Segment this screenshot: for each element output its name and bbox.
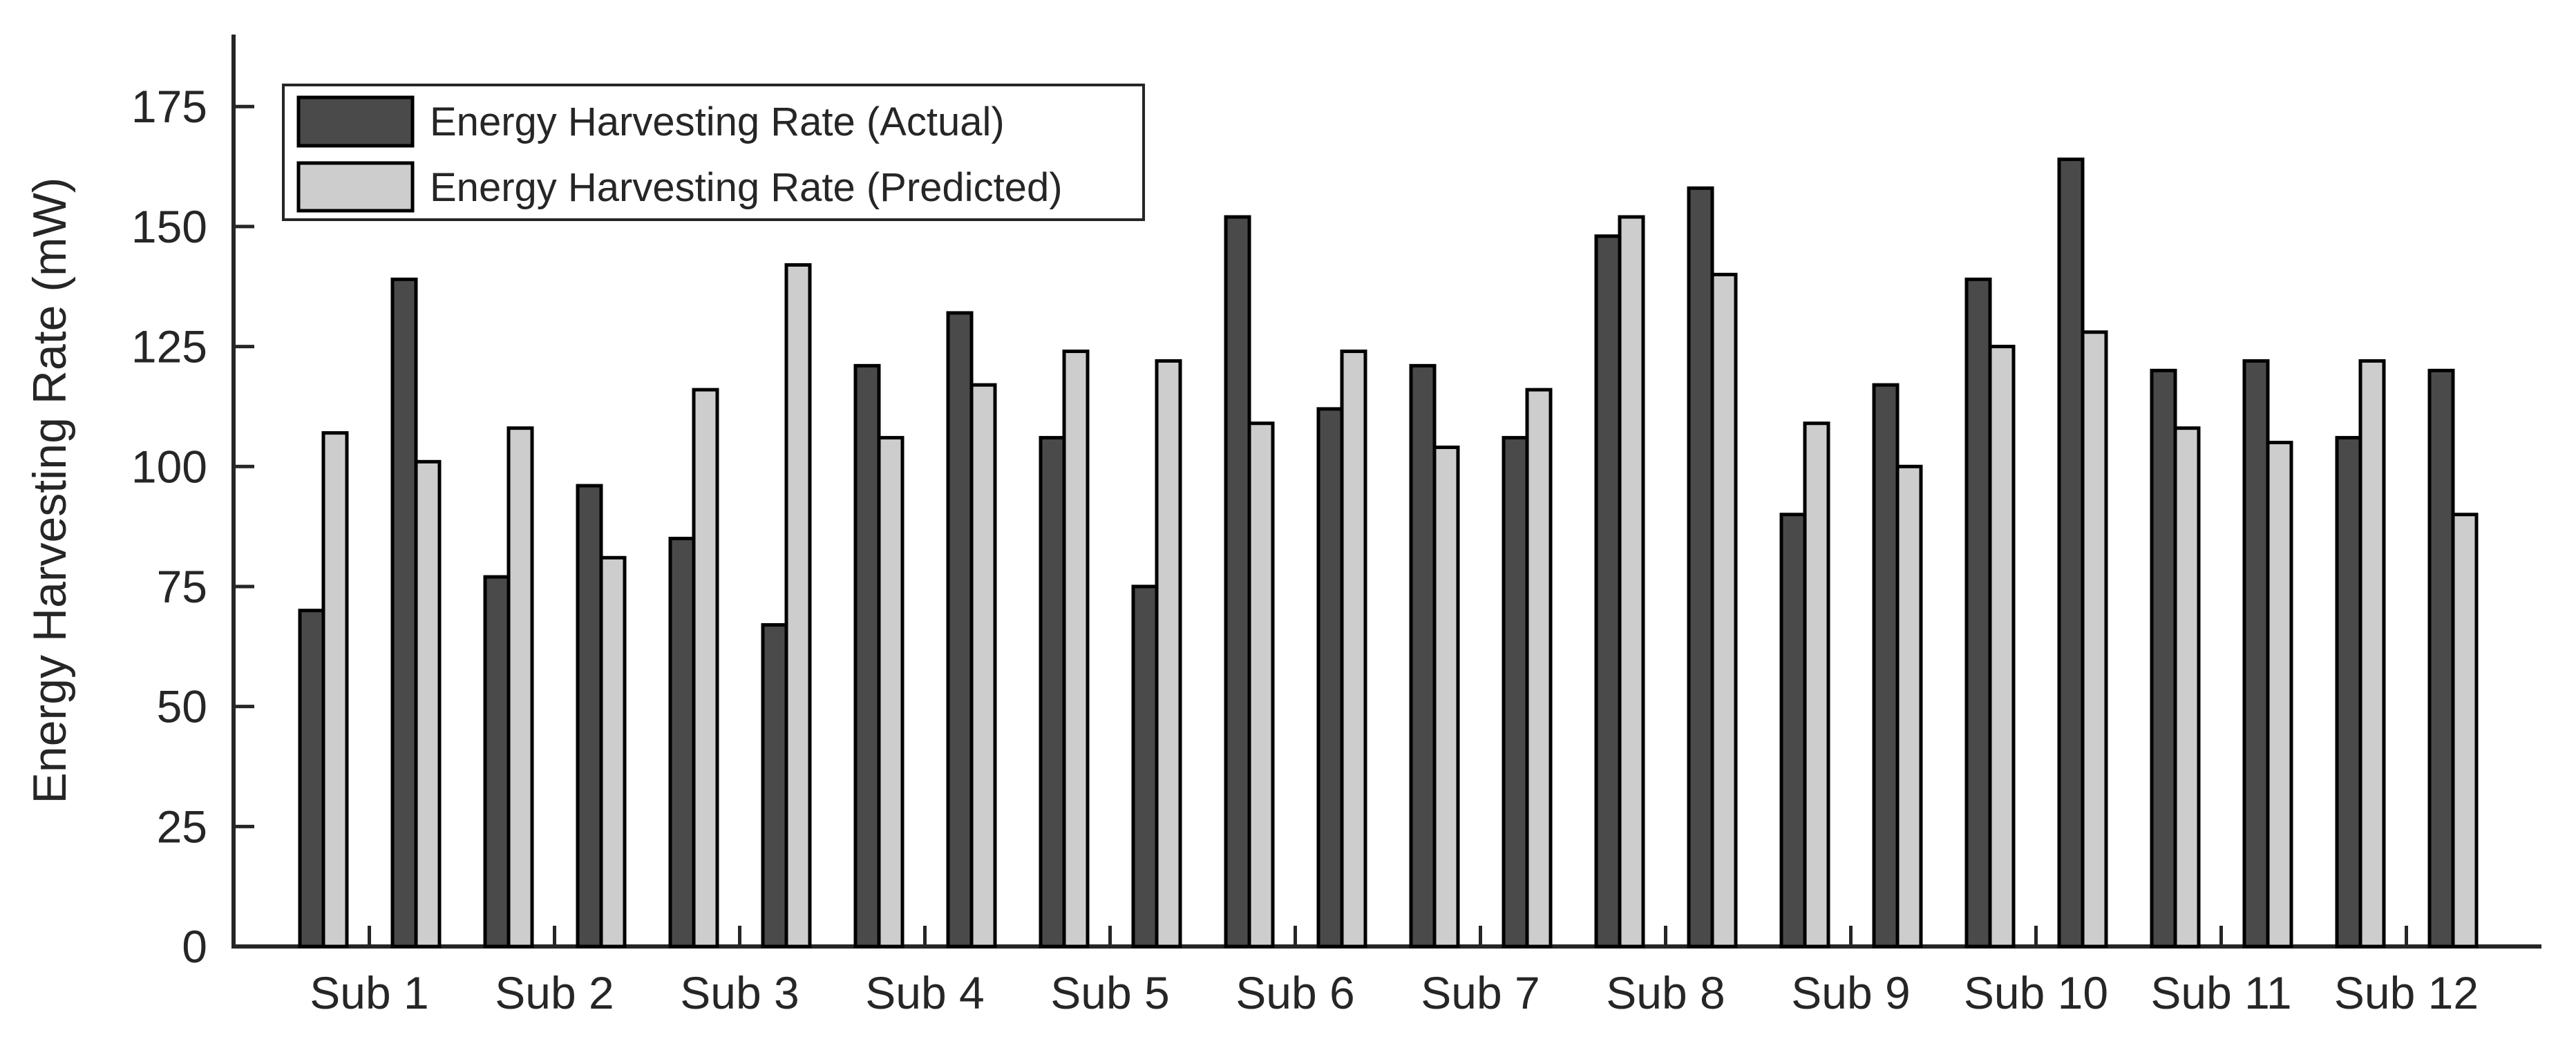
bar-predicted-sub-1-t2	[414, 459, 442, 949]
bar-predicted-sub-6-t2	[1340, 350, 1367, 949]
bar-actual-sub-3-t2	[761, 623, 788, 949]
x-tick-label-sub-1: Sub 1	[310, 967, 428, 1018]
y-axis-title: Energy Harvesting Rate (mW)	[23, 178, 76, 804]
x-axis-ticks: Sub 1 Sub 2 Sub 3 Sub 4 Sub 5 Sub 6 Sub 7 Sub 8…	[310, 926, 2479, 1018]
bar-predicted-sub-5-t2	[1155, 359, 1182, 949]
x-tick-label-sub-5: Sub 5	[1050, 967, 1169, 1018]
bar-actual-sub-9-t1	[1779, 513, 1807, 949]
y-tick-label: 75	[157, 561, 207, 612]
bar-actual-sub-5-t2	[1131, 584, 1159, 949]
bar-predicted-sub-10-t2	[2081, 330, 2108, 949]
bar-actual-sub-8-t1	[1594, 234, 1622, 949]
bar-actual-sub-2-t1	[483, 575, 511, 949]
x-tick-label-sub-2: Sub 2	[495, 967, 614, 1018]
y-tick-label: 50	[157, 681, 207, 732]
x-tick-label-sub-3: Sub 3	[680, 967, 799, 1018]
bar-predicted-sub-8-t1	[1618, 215, 1645, 949]
bar-actual-sub-10-t2	[2057, 158, 2085, 949]
bar-actual-sub-8-t2	[1687, 186, 1714, 949]
bar-predicted-sub-12-t2	[2451, 513, 2479, 949]
bar-predicted-sub-3-t2	[784, 263, 812, 949]
x-tick-label-sub-9: Sub 9	[1791, 967, 1910, 1018]
bar-actual-sub-4-t2	[946, 311, 974, 949]
y-tick-label: 25	[157, 801, 207, 852]
legend-box	[282, 84, 1145, 221]
bar-actual-sub-10-t1	[1964, 277, 1992, 949]
legend-swatch-predicted	[296, 161, 415, 213]
bar-predicted-sub-4-t2	[969, 383, 997, 949]
bar-actual-sub-4-t1	[853, 363, 881, 949]
bar-actual-sub-12-t1	[2335, 436, 2362, 949]
bar-actual-sub-12-t2	[2427, 368, 2455, 949]
bar-actual-sub-1-t1	[298, 609, 325, 949]
bar-actual-sub-7-t1	[1409, 363, 1437, 949]
x-tick-label-sub-7: Sub 7	[1421, 967, 1540, 1018]
bar-predicted-sub-2-t2	[599, 555, 627, 949]
bar-predicted-sub-10-t1	[1988, 345, 2016, 949]
y-tick-label: 125	[131, 321, 207, 372]
legend-label-actual: Energy Harvesting Rate (Actual)	[430, 99, 1005, 144]
bar-actual-sub-3-t1	[668, 536, 696, 949]
bar-predicted-sub-1-t1	[321, 431, 349, 949]
legend: Energy Harvesting Rate (Actual) Energy H…	[282, 84, 1145, 221]
legend-swatch-actual	[296, 95, 415, 148]
bar-actual-sub-6-t2	[1316, 407, 1344, 949]
bar-predicted-sub-6-t1	[1247, 421, 1275, 949]
y-tick-label: 175	[131, 81, 207, 132]
bar-actual-sub-7-t2	[1502, 436, 1529, 949]
bar-actual-sub-11-t2	[2242, 359, 2270, 949]
bar-predicted-sub-2-t1	[506, 426, 534, 949]
y-tick-label: 0	[182, 921, 207, 972]
bar-predicted-sub-9-t2	[1895, 464, 1923, 949]
bar-predicted-sub-7-t1	[1432, 445, 1460, 949]
bar-predicted-sub-3-t1	[692, 388, 719, 949]
bar-predicted-sub-11-t1	[2173, 426, 2201, 949]
bar-actual-sub-9-t2	[1872, 383, 1900, 949]
x-tick-label-sub-4: Sub 4	[865, 967, 984, 1018]
bar-predicted-sub-5-t1	[1062, 350, 1090, 949]
x-tick-label-sub-6: Sub 6	[1235, 967, 1354, 1018]
bar-predicted-sub-4-t1	[877, 436, 905, 949]
x-tick-label-sub-10: Sub 10	[1964, 967, 2108, 1018]
y-tick-label: 100	[131, 441, 207, 492]
x-tick-label-sub-12: Sub 12	[2334, 967, 2479, 1018]
bar-predicted-sub-7-t2	[1525, 388, 1553, 949]
bar-actual-sub-2-t2	[576, 484, 603, 949]
bar-predicted-sub-12-t1	[2358, 359, 2386, 949]
legend-label-predicted: Energy Harvesting Rate (Predicted)	[430, 165, 1063, 210]
bar-predicted-sub-9-t1	[1803, 421, 1830, 949]
bar-predicted-sub-8-t2	[1710, 272, 1738, 949]
bar-actual-sub-6-t1	[1224, 215, 1251, 949]
bar-actual-sub-1-t2	[390, 277, 418, 949]
bar-actual-sub-11-t1	[2150, 368, 2177, 949]
x-tick-label-sub-8: Sub 8	[1606, 967, 1725, 1018]
bars-group	[298, 158, 2479, 949]
x-tick-label-sub-11: Sub 11	[2150, 967, 2291, 1018]
y-axis-ticks: 0 25 50 75 100 125 150 175	[131, 81, 254, 972]
y-tick-label: 150	[131, 201, 207, 252]
bar-predicted-sub-11-t2	[2266, 441, 2293, 949]
bar-actual-sub-5-t1	[1039, 436, 1066, 949]
